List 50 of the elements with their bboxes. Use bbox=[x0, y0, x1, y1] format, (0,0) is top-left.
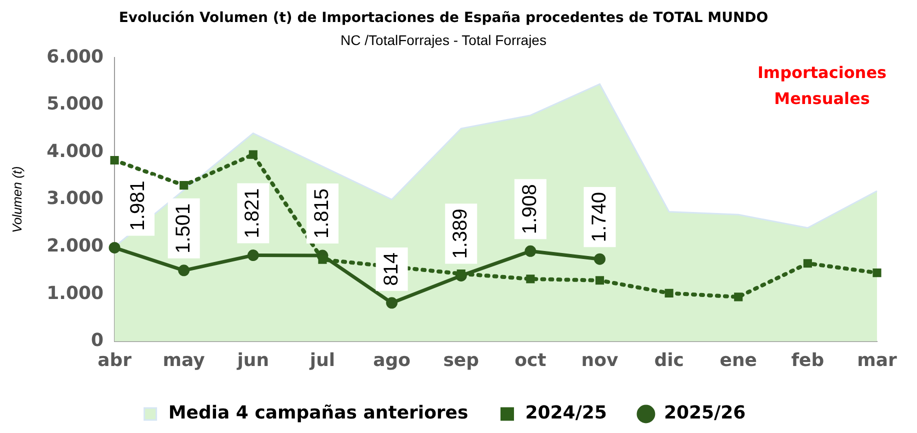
x-tick-label: ago bbox=[373, 350, 410, 371]
legend-label: 2025/26 bbox=[664, 402, 746, 424]
y-tick-label: 1.000 bbox=[46, 282, 104, 304]
point bbox=[248, 150, 258, 159]
data-label: 814 bbox=[380, 252, 402, 286]
point bbox=[386, 297, 398, 309]
data-label: 1.908 bbox=[518, 184, 541, 234]
x-tick-label: abr bbox=[98, 350, 132, 371]
y-tick-label: 0 bbox=[91, 330, 104, 352]
x-tick-label: feb bbox=[791, 350, 824, 371]
y-tick-label: 5.000 bbox=[46, 94, 104, 115]
annotation: Importaciones Mensuales bbox=[757, 63, 887, 108]
point bbox=[872, 268, 882, 278]
point bbox=[108, 242, 120, 254]
x-tick-label: sep bbox=[443, 350, 480, 371]
data-label: 1.821 bbox=[242, 188, 264, 238]
legend-label: 2024/25 bbox=[525, 402, 607, 424]
x-tick-label: oct bbox=[514, 350, 547, 371]
point bbox=[803, 259, 812, 268]
chart-subtitle: NC /TotalForrajes - Total Forrajes bbox=[340, 32, 546, 48]
point bbox=[180, 181, 188, 190]
point bbox=[664, 288, 674, 298]
y-axis-title: Volumen (t) bbox=[9, 166, 24, 233]
point bbox=[524, 245, 536, 257]
point bbox=[526, 274, 535, 284]
point bbox=[110, 156, 119, 165]
x-tick-label: dic bbox=[654, 350, 684, 371]
legend-label: Media 4 campañas anteriores bbox=[168, 402, 468, 424]
point bbox=[178, 264, 190, 276]
data-label: 1.815 bbox=[310, 188, 333, 239]
point bbox=[456, 269, 466, 278]
x-tick-label: jun bbox=[236, 350, 270, 371]
point bbox=[595, 276, 604, 285]
data-label: 1.389 bbox=[450, 208, 472, 259]
point bbox=[594, 253, 606, 265]
y-tick-label: 2.000 bbox=[46, 235, 104, 256]
x-tick-label: ene bbox=[720, 350, 757, 371]
x-tick-label: may bbox=[162, 350, 206, 371]
data-label: 1.501 bbox=[172, 203, 194, 254]
point bbox=[734, 292, 743, 302]
data-label: 1.740 bbox=[588, 192, 610, 242]
data-label: 1.981 bbox=[127, 180, 150, 231]
y-tick-label: 4.000 bbox=[46, 140, 104, 162]
point bbox=[247, 250, 259, 262]
x-tick-label: nov bbox=[581, 350, 618, 371]
x-tick-label: mar bbox=[857, 350, 898, 371]
x-tick-label: jul bbox=[308, 350, 336, 371]
y-tick-label: 6.000 bbox=[46, 46, 104, 68]
y-tick-label: 3.000 bbox=[46, 188, 104, 210]
chart-title: Evolución Volumen (t) de Importaciones de España procedentes de TOTAL MUNDO bbox=[118, 10, 768, 26]
